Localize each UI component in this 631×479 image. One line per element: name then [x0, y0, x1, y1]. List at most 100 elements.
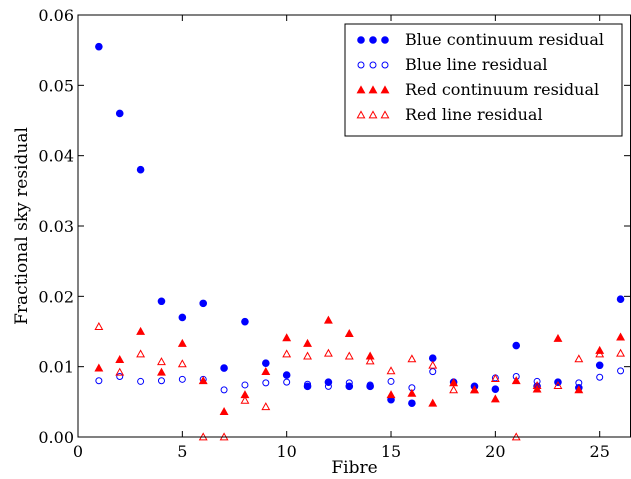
legend: Blue continuum residual Blue line residua… — [344, 23, 623, 137]
data-point — [344, 328, 354, 337]
data-point — [136, 349, 146, 358]
data-point — [616, 348, 626, 357]
data-point — [387, 377, 395, 385]
data-point — [95, 42, 103, 51]
y-tick-label: 0.01 — [38, 358, 74, 377]
data-point — [304, 380, 312, 388]
legend-label: Blue line residual — [405, 55, 547, 74]
legend-marker — [368, 85, 378, 94]
data-point — [177, 359, 187, 368]
data-point — [595, 361, 604, 370]
data-point — [220, 364, 228, 372]
data-point — [490, 394, 500, 403]
data-point — [574, 354, 584, 363]
data-point — [596, 373, 604, 381]
data-point — [116, 373, 124, 381]
data-point — [386, 390, 396, 399]
legend-marker — [356, 85, 366, 94]
data-point — [428, 360, 438, 369]
data-point — [157, 367, 166, 376]
data-point — [303, 351, 312, 360]
data-point — [220, 386, 228, 394]
data-point — [157, 357, 166, 366]
data-point — [115, 109, 124, 118]
data-point — [407, 388, 417, 397]
legend-box — [344, 23, 623, 137]
data-point — [595, 349, 605, 358]
x-tick-label: 10 — [276, 442, 296, 461]
axis-ticks: 0 5 10 15 20 25 0.00 0.01 0.02 0.03 0.04 0.05 0.06 — [38, 6, 630, 461]
y-tick-label: 0.05 — [38, 76, 74, 95]
x-axis-label: Fibre — [331, 458, 377, 478]
data-point — [240, 395, 250, 404]
data-point — [323, 348, 333, 357]
series-3 — [94, 321, 626, 441]
legend-marker — [357, 61, 365, 69]
y-tick-label: 0.06 — [38, 6, 74, 25]
data-point — [345, 379, 353, 387]
y-tick-label: 0.03 — [38, 217, 74, 236]
legend-marker — [380, 110, 390, 119]
x-tick-label: 5 — [177, 442, 187, 461]
data-point — [323, 315, 333, 324]
legend-label: Red continuum residual — [405, 80, 599, 99]
y-tick-label: 0.00 — [38, 428, 74, 447]
data-point — [407, 354, 417, 363]
legend-marker — [381, 36, 389, 44]
series-2 — [94, 315, 626, 416]
data-point — [553, 333, 563, 342]
legend-marker — [380, 85, 390, 94]
series-0 — [95, 42, 625, 408]
data-point — [94, 321, 104, 330]
data-point — [553, 381, 563, 390]
data-point — [616, 332, 626, 341]
data-point — [533, 377, 541, 385]
series-1 — [95, 367, 625, 394]
data-point — [490, 373, 500, 383]
y-axis-label: Fractional sky residual — [12, 127, 32, 325]
legend-label: Blue continuum residual — [405, 30, 604, 49]
data-point — [282, 349, 292, 358]
data-point — [261, 402, 271, 411]
data-point — [428, 398, 438, 407]
legend-marker — [357, 36, 365, 44]
data-point — [512, 341, 521, 350]
data-point — [241, 381, 249, 389]
data-point — [198, 376, 208, 385]
data-point — [449, 385, 459, 394]
data-point — [617, 367, 625, 375]
data-point — [429, 368, 437, 376]
legend-marker — [356, 110, 366, 119]
legend-marker — [381, 61, 389, 69]
data-point — [282, 371, 291, 379]
data-point — [95, 377, 103, 385]
legend-marker — [369, 36, 377, 44]
data-point — [386, 366, 396, 375]
data-point — [137, 377, 145, 385]
data-point — [366, 381, 374, 389]
x-tick-label: 15 — [381, 442, 401, 461]
y-tick-label: 0.02 — [38, 287, 74, 306]
data-point — [554, 378, 562, 386]
x-tick-label: 20 — [485, 442, 505, 461]
data-point — [136, 326, 146, 335]
data-point — [115, 367, 125, 376]
data-point — [345, 382, 354, 391]
data-point — [303, 338, 312, 347]
data-point — [241, 317, 249, 326]
data-point — [157, 297, 166, 306]
data-point — [262, 379, 270, 387]
data-point — [532, 381, 542, 390]
plot-marks — [94, 42, 626, 441]
data-point — [574, 385, 584, 394]
data-point — [344, 351, 354, 360]
y-tick-label: 0.04 — [38, 147, 74, 166]
data-point — [178, 375, 186, 383]
data-point — [157, 377, 165, 385]
data-point — [261, 366, 271, 375]
legend-marker — [369, 61, 377, 69]
x-tick-label: 25 — [590, 442, 610, 461]
legend-marker — [368, 110, 378, 119]
data-point — [94, 363, 104, 372]
